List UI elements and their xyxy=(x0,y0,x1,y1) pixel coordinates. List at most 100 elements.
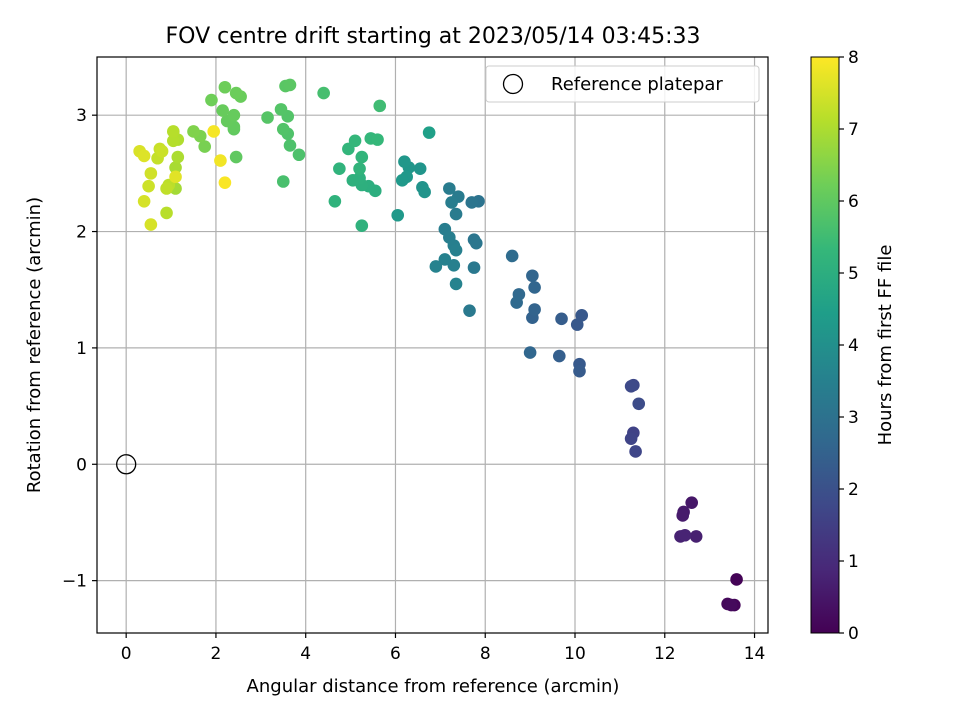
data-point xyxy=(292,148,306,162)
data-point xyxy=(398,155,411,169)
chart-title: FOV centre drift starting at 2023/05/14 … xyxy=(166,24,701,49)
data-point xyxy=(346,174,360,187)
data-point xyxy=(142,179,155,193)
data-point xyxy=(526,269,539,283)
x-tick-label: 6 xyxy=(390,644,401,664)
legend: Reference platepar xyxy=(485,65,760,103)
data-point xyxy=(169,170,182,184)
x-tick-label: 0 xyxy=(121,644,132,664)
data-point xyxy=(443,182,456,195)
data-point xyxy=(283,139,297,152)
data-point xyxy=(371,133,384,146)
data-point xyxy=(276,122,290,136)
data-point xyxy=(317,86,330,100)
legend-box xyxy=(485,65,760,103)
data-point xyxy=(137,194,151,208)
data-point xyxy=(218,176,232,189)
data-point xyxy=(449,243,463,257)
data-point xyxy=(274,103,288,116)
data-point xyxy=(155,144,169,158)
colorbar-tick-label: 7 xyxy=(848,120,859,140)
data-point xyxy=(676,509,690,522)
data-point xyxy=(205,93,218,107)
data-point xyxy=(353,162,366,176)
data-point xyxy=(629,445,642,458)
data-point xyxy=(429,260,443,273)
y-tick-label: −1 xyxy=(62,572,87,592)
colorbar-tick-label: 6 xyxy=(848,192,859,212)
data-point xyxy=(328,194,342,208)
y-tick-label: 1 xyxy=(76,339,87,359)
data-point xyxy=(528,303,541,316)
data-point xyxy=(333,162,346,176)
data-point xyxy=(632,397,646,411)
data-point xyxy=(523,346,537,359)
data-point xyxy=(395,174,409,187)
colorbar-gradient xyxy=(810,56,840,634)
y-tick-label: 0 xyxy=(76,455,87,475)
data-point xyxy=(229,86,243,100)
data-point xyxy=(552,349,566,363)
x-tick-label: 4 xyxy=(300,644,311,664)
data-point xyxy=(449,277,463,291)
data-point xyxy=(137,149,151,163)
data-point xyxy=(463,304,476,317)
data-point xyxy=(447,258,461,272)
y-tick-label: 3 xyxy=(76,106,87,126)
data-point xyxy=(187,125,200,138)
data-point xyxy=(214,154,227,167)
data-point xyxy=(624,432,638,445)
x-tick-label: 8 xyxy=(480,644,491,664)
data-point xyxy=(449,207,463,221)
data-point xyxy=(505,249,519,263)
data-point xyxy=(283,78,297,92)
data-point xyxy=(678,528,692,542)
x-axis-label: Angular distance from reference (arcmin) xyxy=(247,676,620,697)
data-point xyxy=(229,150,243,164)
data-point xyxy=(510,296,523,309)
data-point xyxy=(528,281,541,294)
data-point xyxy=(689,530,703,543)
colorbar-tick-label: 2 xyxy=(848,480,859,500)
colorbar-tick-label: 1 xyxy=(848,552,859,572)
legend-reference-label: Reference platepar xyxy=(551,74,723,95)
data-point xyxy=(413,162,427,176)
data-point xyxy=(438,253,452,266)
data-point xyxy=(216,104,229,117)
colorbar-label: Hours from first FF file xyxy=(875,245,896,446)
data-point xyxy=(467,261,481,274)
y-axis-label: Rotation from reference (arcmin) xyxy=(24,197,45,493)
grid-lines xyxy=(97,57,768,633)
data-point xyxy=(724,598,738,612)
colorbar-tick-label: 4 xyxy=(848,336,859,356)
data-point xyxy=(355,150,369,164)
data-point xyxy=(207,125,220,138)
axes-frame xyxy=(96,56,769,634)
data-point xyxy=(160,182,173,195)
x-tick-label: 12 xyxy=(654,644,676,664)
data-point xyxy=(261,111,274,124)
data-point xyxy=(160,206,173,220)
data-point xyxy=(218,80,232,94)
x-tick-label: 2 xyxy=(211,644,222,664)
data-point xyxy=(570,318,584,331)
data-point xyxy=(575,309,589,322)
data-point xyxy=(169,161,182,174)
data-point xyxy=(276,175,290,188)
x-ticks: 0 2 4 6 8 10 12 14 xyxy=(121,633,765,664)
x-tick-label: 10 xyxy=(564,644,586,664)
data-point xyxy=(348,134,362,148)
data-point xyxy=(555,312,568,326)
data-point xyxy=(373,99,387,113)
y-tick-label: 2 xyxy=(76,223,87,243)
data-point xyxy=(624,380,638,393)
data-point xyxy=(391,208,405,222)
data-point xyxy=(422,126,436,139)
data-point xyxy=(730,573,743,586)
data-point xyxy=(465,196,479,209)
data-point xyxy=(167,125,180,138)
data-point xyxy=(469,236,483,250)
reference-point-marker xyxy=(116,454,137,475)
